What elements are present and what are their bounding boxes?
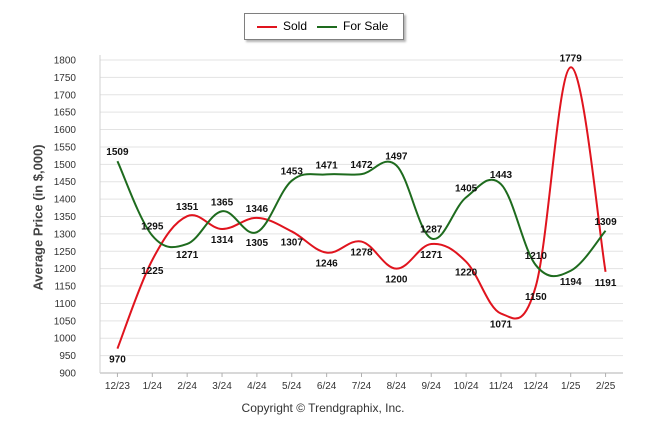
legend: Sold For Sale (244, 13, 404, 40)
y-tick-label: 1150 (54, 282, 76, 293)
x-tick-label: 12/24 (523, 381, 548, 392)
legend-label-sold: Sold (283, 19, 308, 33)
y-tick-label: 950 (59, 351, 76, 362)
x-tick-label: 4/24 (247, 381, 267, 392)
x-tick-label: 2/24 (177, 381, 197, 392)
y-tick-label: 900 (59, 369, 76, 380)
y-tick-label: 1250 (54, 247, 77, 258)
data-label-for-sale: 1497 (385, 151, 408, 162)
data-label-sold: 1278 (350, 248, 373, 259)
legend-swatch-sold (257, 26, 277, 28)
x-tick-label: 1/24 (143, 381, 163, 392)
x-tick-label: 12/23 (105, 381, 130, 392)
y-tick-label: 1100 (54, 299, 76, 310)
data-label-sold: 1779 (560, 53, 583, 64)
x-tick-label: 7/24 (352, 381, 372, 392)
data-label-for-sale: 1210 (525, 251, 548, 262)
data-label-sold: 1225 (141, 266, 164, 277)
data-label-for-sale: 1509 (106, 147, 129, 158)
data-label-sold: 1246 (316, 259, 339, 270)
y-tick-labels: 900 950 1000 1050 1100 1150 1200 1250 1300 1350 14… (54, 56, 77, 380)
x-tick-label: 9/24 (421, 381, 441, 392)
data-label-sold: 1150 (525, 292, 547, 303)
y-tick-label: 1000 (54, 334, 77, 345)
y-tick-label: 1200 (54, 264, 77, 275)
data-label-for-sale: 1309 (594, 217, 617, 228)
y-tick-label: 1500 (54, 160, 77, 171)
x-tick-label: 5/24 (282, 381, 302, 392)
y-tick-label: 1300 (54, 229, 77, 240)
data-label-for-sale: 1472 (350, 160, 373, 171)
y-tick-label: 1050 (54, 316, 77, 327)
data-label-for-sale: 1453 (281, 167, 304, 178)
x-tick-label: 2/25 (596, 381, 616, 392)
x-tick-label: 11/24 (489, 381, 514, 392)
data-label-for-sale: 1295 (141, 222, 164, 233)
data-label-for-sale: 1305 (246, 238, 269, 249)
data-label-sold: 1191 (595, 278, 617, 289)
series-line-sold (116, 66, 607, 350)
series-line-for-sale (116, 160, 607, 278)
data-label-sold: 1307 (281, 237, 304, 248)
y-tick-label: 1650 (54, 108, 77, 119)
y-tick-label: 1350 (54, 212, 77, 223)
x-tick-label: 8/24 (387, 381, 407, 392)
y-tick-label: 1700 (54, 90, 77, 101)
x-tick-label: 1/25 (561, 381, 581, 392)
data-label-sold: 970 (109, 355, 126, 366)
data-labels: 970 1225 1351 1314 1346 1307 1246 1278 1200 1271 1… (106, 53, 617, 365)
data-label-for-sale: 1365 (211, 197, 234, 208)
y-axis-title: Average Price (in $,000) (30, 144, 46, 291)
axes (99, 55, 623, 374)
data-label-sold: 1071 (490, 320, 513, 331)
y-tick-label: 1750 (54, 73, 77, 84)
data-label-sold: 1346 (246, 204, 269, 215)
data-label-for-sale: 1271 (176, 250, 199, 261)
y-tick-label: 1400 (54, 195, 77, 206)
copyright-text: Copyright © Trendgraphix, Inc. (241, 401, 405, 415)
y-tick-label: 1450 (54, 177, 77, 188)
x-tick-labels: 12/23 1/24 2/24 3/24 4/24 5/24 6/24 7/24 8/24 9/2… (105, 373, 616, 392)
data-label-sold: 1271 (420, 250, 443, 261)
series-lines (116, 66, 607, 350)
y-tick-label: 1550 (54, 142, 77, 153)
legend-swatch-for-sale (317, 26, 337, 28)
y-tick-label: 1600 (54, 125, 77, 136)
y-tick-label: 1800 (54, 56, 77, 67)
x-tick-label: 6/24 (317, 381, 337, 392)
data-label-sold: 1351 (176, 202, 199, 213)
data-label-for-sale: 1405 (455, 183, 478, 194)
data-label-sold: 1200 (385, 275, 408, 286)
x-tick-label: 10/24 (454, 381, 479, 392)
data-label-sold: 1220 (455, 268, 478, 279)
data-label-sold: 1314 (211, 235, 234, 246)
x-tick-label: 3/24 (212, 381, 232, 392)
grid-lines (100, 59, 623, 374)
legend-label-for-sale: For Sale (343, 19, 389, 33)
data-label-for-sale: 1194 (560, 277, 582, 288)
data-label-for-sale: 1471 (316, 160, 339, 171)
data-label-for-sale: 1287 (420, 224, 443, 235)
data-label-for-sale: 1443 (490, 170, 513, 181)
